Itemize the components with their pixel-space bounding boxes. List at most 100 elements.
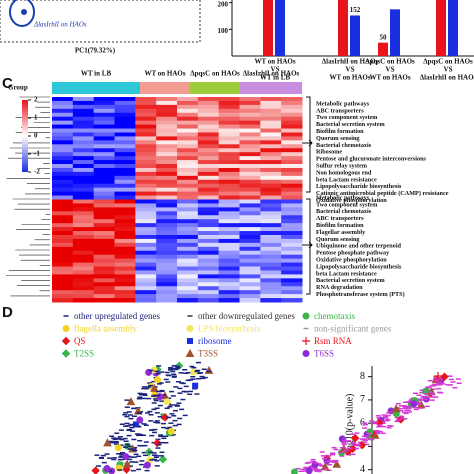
heat-cell: [197, 104, 220, 110]
heat-cell: [72, 136, 95, 141]
pathway: Two component system: [316, 114, 378, 121]
heat-cell: [114, 167, 136, 173]
colorbar: [22, 100, 28, 172]
heat-cell: [197, 191, 220, 197]
legend-label: T3SS: [198, 349, 218, 359]
heat-cell: [114, 160, 136, 165]
heat-cell: [52, 183, 74, 189]
heat-cell: [260, 152, 282, 157]
heat-cell: [93, 140, 115, 145]
heat-cell: [93, 290, 115, 295]
bar-group: [263, 0, 458, 56]
heat-cell: [135, 116, 157, 122]
bar: [378, 42, 388, 56]
heat-cell: [260, 132, 282, 137]
heat-cell: [260, 160, 282, 165]
heat-cell: [72, 290, 95, 295]
heat-cell: [239, 140, 261, 145]
scatter-point: [103, 465, 111, 473]
scatter-point: [126, 397, 136, 406]
heat-cell: [239, 187, 261, 193]
heat-cell: [93, 270, 115, 275]
heat-cell: [281, 203, 303, 208]
heat-cell: [281, 278, 303, 283]
heat-cell: [239, 282, 261, 287]
bar: [338, 0, 348, 56]
heat-cell: [93, 282, 115, 287]
arrow: [302, 139, 313, 147]
heat-cell: [177, 128, 199, 133]
heat-cell: [281, 246, 303, 252]
heat-cell: [114, 128, 136, 133]
legend-marker: [61, 349, 71, 358]
heat-cell: [156, 175, 178, 181]
heat-cell: [114, 282, 136, 287]
heat-cell: [156, 238, 178, 244]
heat-cell: [52, 298, 74, 303]
heat-cell: [177, 298, 199, 303]
heat-cell: [114, 254, 136, 260]
heat-cell: [281, 132, 303, 137]
colorbar-tick-label: -2: [34, 168, 40, 176]
heat-cell: [52, 132, 74, 137]
heat-cell: [239, 104, 261, 110]
heat-cell: [135, 97, 157, 102]
heat-cell: [218, 223, 240, 228]
heat-cell: [260, 258, 282, 264]
heat-cell: [260, 203, 282, 208]
heat-cell: [197, 156, 220, 161]
heat-cell: [114, 140, 136, 145]
heat-cell: [177, 124, 199, 130]
pathway: ABC transporters: [316, 107, 364, 114]
pathway: Bacterial secretion system: [316, 277, 385, 284]
heat-cell: [239, 203, 261, 208]
heat-cell: [93, 234, 115, 240]
heat-cell: [281, 258, 303, 264]
heat-cell: [197, 262, 220, 268]
heat-cell: [197, 298, 220, 303]
heat-cell: [114, 219, 136, 224]
heat-cell: [52, 258, 74, 264]
heat-cell: [260, 282, 282, 287]
scatter-point: [114, 444, 122, 452]
heat-cell: [260, 124, 282, 130]
heat-cell: [156, 104, 178, 110]
heat-cell: [281, 156, 303, 161]
pathway: Quorum sensing: [316, 236, 360, 243]
heat-cell: [177, 120, 199, 126]
heat-cell: [260, 294, 282, 299]
heat-cell: [114, 270, 136, 275]
heat-cell: [93, 97, 115, 102]
heat-cell: [135, 124, 157, 130]
scatter-point: [103, 438, 112, 447]
heat-cell: [156, 231, 178, 236]
heat-cell: [197, 100, 220, 106]
heat-cell: [281, 152, 303, 157]
heat-cell: [239, 116, 261, 122]
heat-cell: [156, 179, 178, 185]
heat-cell: [239, 274, 261, 279]
heat-cell: [114, 112, 136, 118]
heat-cell: [218, 152, 240, 157]
heat-cell: [156, 250, 178, 256]
heat-cell: [177, 116, 199, 122]
heat-cell: [135, 274, 157, 279]
heat-cell: [156, 132, 178, 137]
heat-cell: [260, 227, 282, 232]
heat-cell: [260, 262, 282, 268]
heat-cell: [135, 144, 157, 149]
heat-cell: [156, 140, 178, 145]
heat-cell: [135, 164, 157, 169]
legend-marker: [302, 337, 310, 345]
heat-cell: [177, 104, 199, 110]
heat-cell: [218, 254, 240, 260]
heat-cell: [114, 97, 136, 102]
heat-cell: [177, 199, 199, 204]
heat-cell: [72, 286, 95, 291]
heat-cell: [197, 223, 220, 228]
heat-cell: [135, 227, 157, 232]
heat-cell: [197, 97, 220, 102]
heat-cell: [177, 144, 199, 149]
heat-cell: [197, 246, 220, 252]
